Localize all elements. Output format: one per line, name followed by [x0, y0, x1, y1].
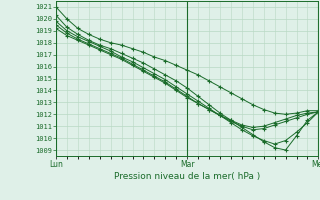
X-axis label: Pression niveau de la mer( hPa ): Pression niveau de la mer( hPa ) — [114, 172, 260, 181]
